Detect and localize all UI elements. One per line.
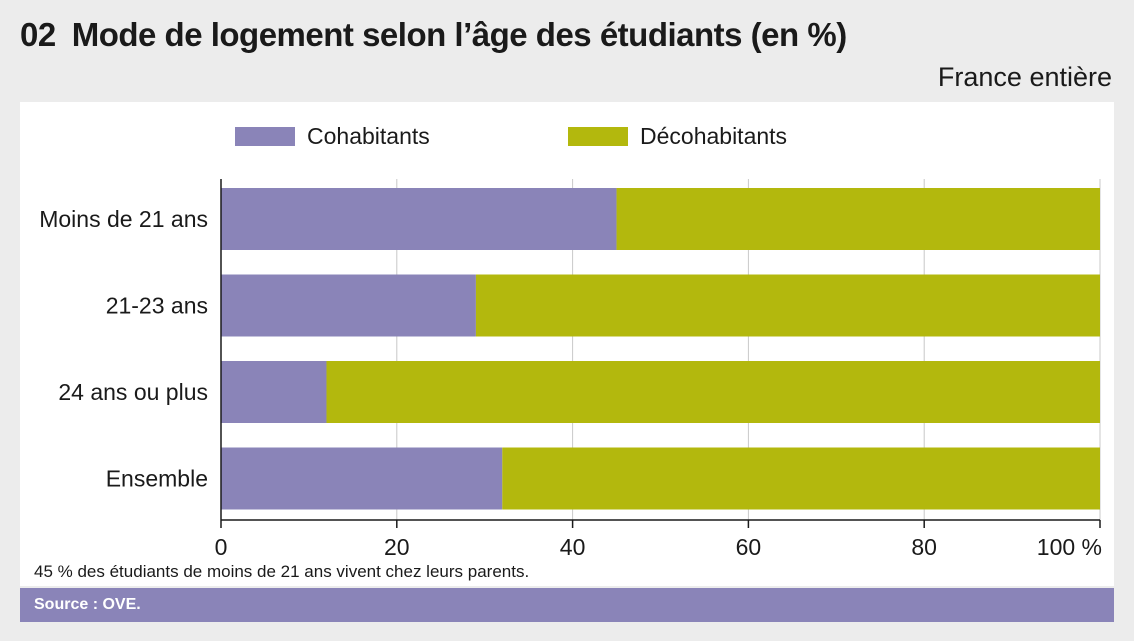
bar-cohabitants: [221, 361, 327, 423]
chart-note: 45 % des étudiants de moins de 21 ans vi…: [34, 562, 530, 581]
x-tick-label: 0: [215, 534, 228, 560]
category-label: 24 ans ou plus: [58, 379, 208, 405]
x-tick-label: 40: [560, 534, 586, 560]
bar-decohabitants: [326, 361, 1101, 423]
category-label: 21-23 ans: [106, 293, 208, 319]
x-tick-label: 60: [736, 534, 762, 560]
bar-cohabitants: [221, 447, 503, 510]
legend-swatch: [568, 127, 628, 146]
source-bar: Source : OVE.: [20, 588, 1114, 622]
bar-cohabitants: [221, 274, 476, 337]
category-label: Ensemble: [106, 466, 208, 492]
legend-swatch: [235, 127, 295, 146]
source-text: Source : OVE.: [34, 596, 141, 613]
legend-label: Cohabitants: [307, 123, 430, 149]
bar-decohabitants: [475, 274, 1100, 337]
bar-decohabitants: [616, 188, 1100, 250]
legend-label: Décohabitants: [640, 123, 787, 149]
bar-cohabitants: [221, 188, 617, 250]
category-label: Moins de 21 ans: [39, 206, 208, 232]
chart-scope: France entière: [937, 62, 1112, 92]
x-tick-label: 100 %: [1037, 534, 1102, 560]
bar-decohabitants: [502, 447, 1100, 510]
chart-title-text: Mode de logement selon l’âge des étudian…: [71, 16, 847, 53]
x-tick-label: 20: [384, 534, 410, 560]
x-tick-label: 80: [911, 534, 937, 560]
chart-number: 02: [20, 16, 56, 53]
chart-title: 02 Mode de logement selon l’âge des étudi…: [20, 16, 847, 54]
